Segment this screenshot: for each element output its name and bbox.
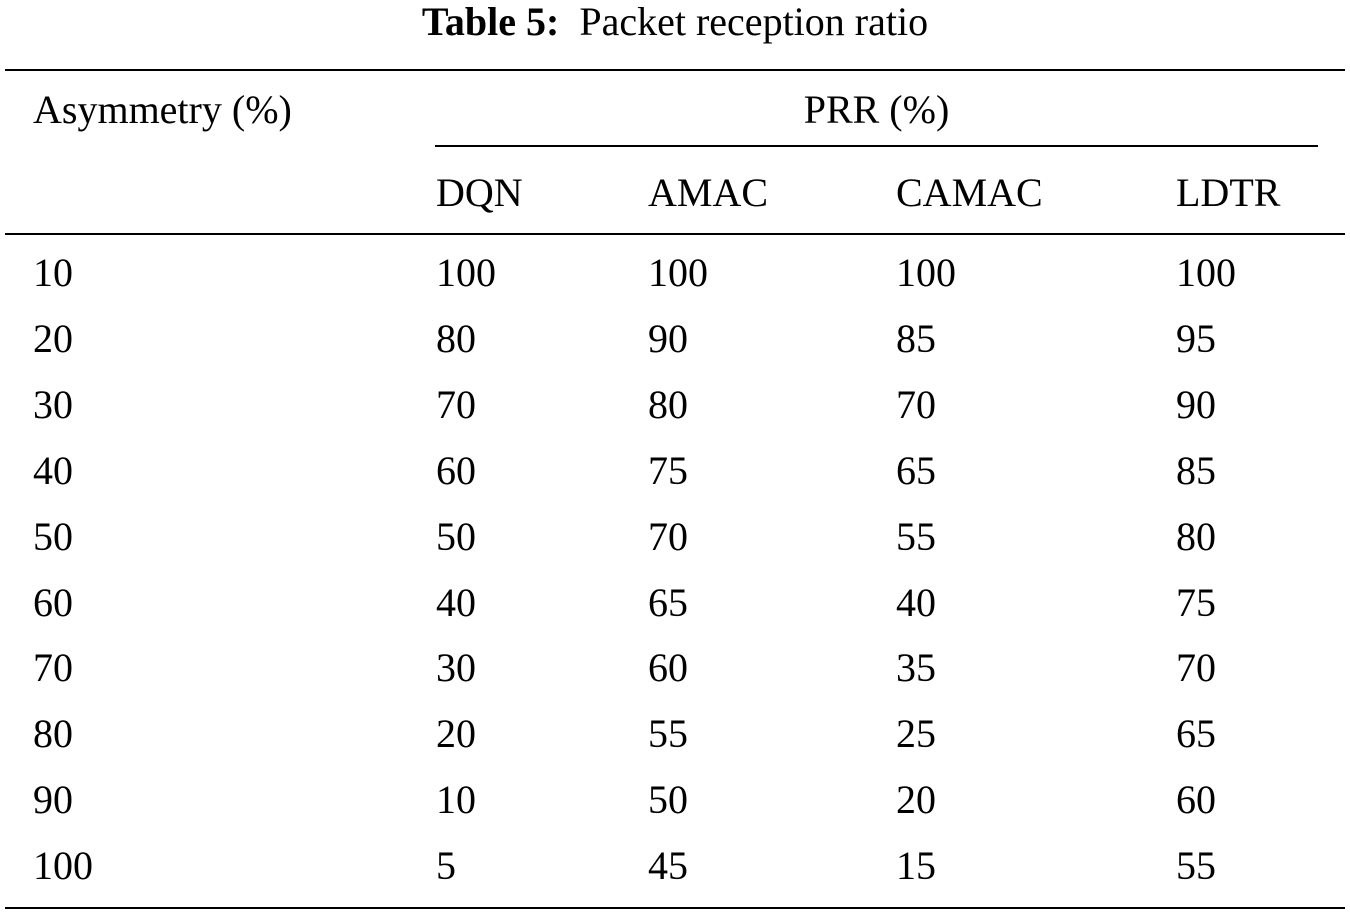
group-rule <box>435 145 1318 147</box>
table-cell: 25 <box>896 711 936 757</box>
column-header: CAMAC <box>896 170 1043 215</box>
caption-label: Table 5: <box>421 0 560 44</box>
table-cell: 50 <box>436 513 476 559</box>
row-label: 20 <box>33 315 73 361</box>
table-cell: 65 <box>1176 711 1216 757</box>
table-cell: 70 <box>648 513 688 559</box>
table-cell: 40 <box>436 579 476 625</box>
table-cell: 100 <box>1176 250 1236 295</box>
group-header: PRR (%) <box>803 87 950 132</box>
table-cell: 20 <box>436 711 476 757</box>
table-cell: 50 <box>648 777 688 823</box>
row-label: 70 <box>33 645 73 691</box>
table-cell: 90 <box>648 315 688 361</box>
row-label: 90 <box>33 777 73 823</box>
table-cell: 70 <box>896 381 936 427</box>
row-label: 60 <box>33 579 73 625</box>
table-cell: 55 <box>896 513 936 559</box>
caption-text: Packet reception ratio <box>579 0 929 44</box>
table-cell: 95 <box>1176 315 1216 361</box>
row-label: 30 <box>33 381 73 427</box>
column-header: DQN <box>436 170 523 215</box>
column-header: LDTR <box>1176 170 1281 215</box>
table-cell: 80 <box>1176 513 1216 559</box>
table-cell: 100 <box>648 250 708 295</box>
bottom-rule <box>5 907 1345 909</box>
table-cell: 90 <box>1176 381 1216 427</box>
table-cell: 85 <box>896 315 936 361</box>
table-caption: Table 5: Packet reception ratio <box>0 0 1350 47</box>
table-cell: 10 <box>436 777 476 823</box>
table-cell: 75 <box>648 447 688 493</box>
table-cell: 55 <box>648 711 688 757</box>
table-cell: 100 <box>436 250 496 295</box>
table-cell: 35 <box>896 645 936 691</box>
table-cell: 60 <box>436 447 476 493</box>
row-label: 10 <box>33 250 73 295</box>
table-cell: 75 <box>1176 579 1216 625</box>
header-rule <box>5 233 1345 235</box>
table-cell: 60 <box>648 645 688 691</box>
table-cell: 55 <box>1176 843 1216 889</box>
column-header: AMAC <box>648 170 769 215</box>
table-cell: 65 <box>896 447 936 493</box>
row-label: 50 <box>33 513 73 559</box>
table-cell: 65 <box>648 579 688 625</box>
row-header: Asymmetry (%) <box>33 87 292 132</box>
table-cell: 40 <box>896 579 936 625</box>
row-label: 40 <box>33 447 73 493</box>
row-label: 100 <box>33 843 93 889</box>
top-rule <box>5 69 1345 71</box>
table-cell: 20 <box>896 777 936 823</box>
table-cell: 30 <box>436 645 476 691</box>
table-cell: 80 <box>648 381 688 427</box>
table-cell: 45 <box>648 843 688 889</box>
row-label: 80 <box>33 711 73 757</box>
table-cell: 5 <box>436 843 456 889</box>
table-cell: 80 <box>436 315 476 361</box>
table-cell: 85 <box>1176 447 1216 493</box>
table-cell: 70 <box>1176 645 1216 691</box>
table-cell: 60 <box>1176 777 1216 823</box>
table-cell: 100 <box>896 250 956 295</box>
table-cell: 70 <box>436 381 476 427</box>
table-cell: 15 <box>896 843 936 889</box>
